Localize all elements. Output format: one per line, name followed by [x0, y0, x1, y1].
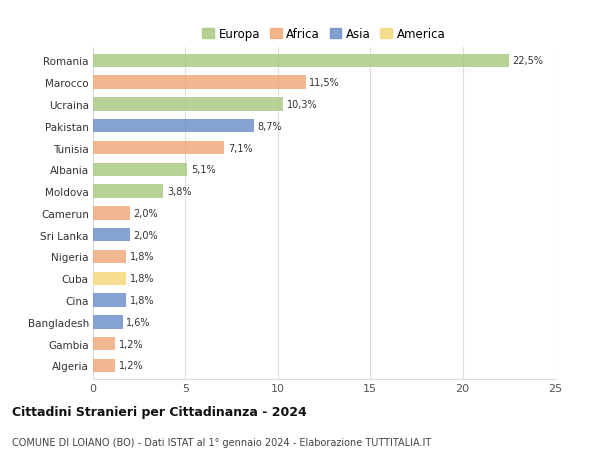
- Bar: [93, 141, 224, 155]
- Text: 1,2%: 1,2%: [119, 361, 143, 370]
- Bar: [93, 98, 283, 112]
- Bar: [93, 163, 187, 177]
- Text: 1,8%: 1,8%: [130, 296, 154, 305]
- Text: 1,6%: 1,6%: [126, 317, 151, 327]
- Bar: [93, 55, 509, 68]
- Text: COMUNE DI LOIANO (BO) - Dati ISTAT al 1° gennaio 2024 - Elaborazione TUTTITALIA.: COMUNE DI LOIANO (BO) - Dati ISTAT al 1°…: [12, 437, 431, 447]
- Text: 1,8%: 1,8%: [130, 274, 154, 284]
- Bar: [93, 337, 115, 351]
- Bar: [93, 207, 130, 220]
- Legend: Europa, Africa, Asia, America: Europa, Africa, Asia, America: [200, 26, 448, 44]
- Text: 1,8%: 1,8%: [130, 252, 154, 262]
- Bar: [93, 315, 122, 329]
- Text: 8,7%: 8,7%: [257, 122, 282, 131]
- Text: 1,2%: 1,2%: [119, 339, 143, 349]
- Bar: [93, 359, 115, 372]
- Bar: [93, 76, 305, 90]
- Bar: [93, 120, 254, 133]
- Text: 22,5%: 22,5%: [512, 56, 544, 66]
- Text: 10,3%: 10,3%: [287, 100, 317, 110]
- Text: Cittadini Stranieri per Cittadinanza - 2024: Cittadini Stranieri per Cittadinanza - 2…: [12, 405, 307, 419]
- Bar: [93, 250, 126, 263]
- Text: 5,1%: 5,1%: [191, 165, 215, 175]
- Text: 7,1%: 7,1%: [228, 143, 253, 153]
- Text: 2,0%: 2,0%: [134, 230, 158, 240]
- Text: 3,8%: 3,8%: [167, 187, 191, 197]
- Bar: [93, 229, 130, 242]
- Text: 11,5%: 11,5%: [309, 78, 340, 88]
- Text: 2,0%: 2,0%: [134, 208, 158, 218]
- Bar: [93, 185, 163, 198]
- Bar: [93, 272, 126, 285]
- Bar: [93, 294, 126, 307]
